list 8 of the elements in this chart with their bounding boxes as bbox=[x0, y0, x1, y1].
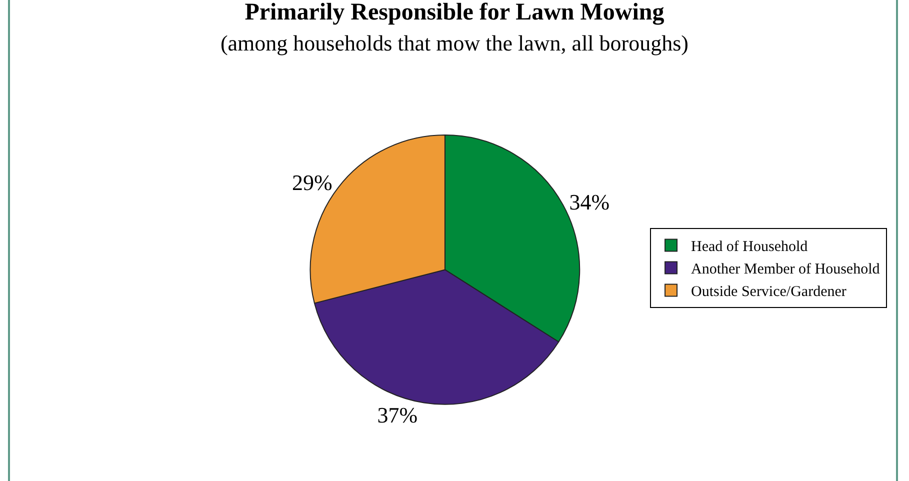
legend-label: Another Member of Household bbox=[691, 262, 880, 278]
chart-subtitle: (among households that mow the lawn, all boroughs) bbox=[220, 30, 689, 56]
data-label: 29% bbox=[292, 170, 332, 195]
data-label: 37% bbox=[377, 402, 418, 428]
chart-title: Primarily Responsible for Lawn Mowing bbox=[244, 0, 664, 26]
legend-label: Head of Household bbox=[691, 239, 808, 256]
legend-label: Outside Service/Gardener bbox=[691, 284, 846, 300]
data-label: 34% bbox=[569, 189, 610, 214]
